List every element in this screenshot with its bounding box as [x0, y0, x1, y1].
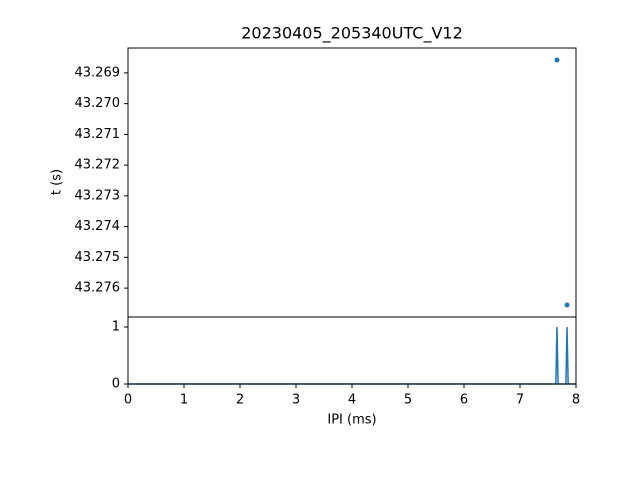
- chart-title: 20230405_205340UTC_V12: [241, 24, 463, 44]
- x-tick-label: 2: [236, 393, 244, 408]
- x-tick-label: 7: [516, 393, 524, 408]
- y-tick-label: 43.276: [75, 281, 121, 296]
- x-tick-label: 3: [292, 393, 300, 408]
- y-tick-label: 43.272: [75, 158, 121, 173]
- x-tick-label: 4: [348, 393, 356, 408]
- axes-frame: [127, 316, 577, 385]
- y-axis-label: t (s): [50, 169, 65, 195]
- x-tick-label: 5: [404, 393, 412, 408]
- x-tick-label: 8: [572, 393, 580, 408]
- line: [128, 326, 576, 385]
- x-tick-label: 0: [124, 393, 132, 408]
- x-axis-label: IPI (ms): [327, 413, 376, 428]
- y-tick-label: 43.274: [75, 219, 121, 234]
- y-tick-label: 43.270: [75, 96, 121, 111]
- axes-frame: [127, 47, 577, 318]
- point: [554, 57, 560, 63]
- y-tick-label: 43.273: [75, 188, 121, 203]
- x-tick-label: 6: [460, 393, 468, 408]
- x-tick-label: 1: [180, 393, 188, 408]
- point: [564, 302, 570, 308]
- y-tick-label: 43.271: [75, 127, 121, 142]
- y-tick-label: 1: [112, 319, 120, 334]
- y-tick-label: 43.269: [75, 65, 121, 80]
- y-tick-label: 0: [112, 377, 120, 392]
- y-tick-label: 43.275: [75, 250, 121, 265]
